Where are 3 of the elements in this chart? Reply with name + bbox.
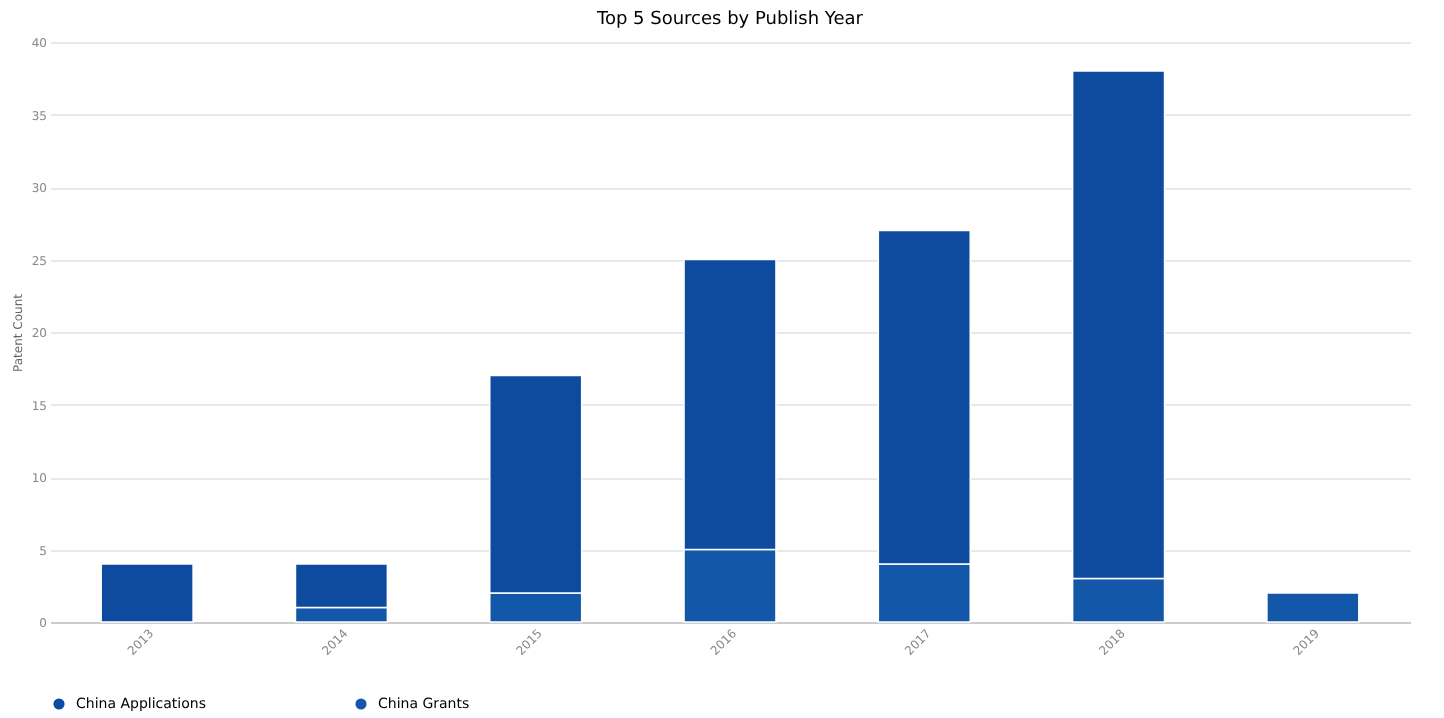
bar xyxy=(1266,592,1360,623)
bar xyxy=(100,563,194,623)
chart-title: Top 5 Sources by Publish Year xyxy=(595,10,864,30)
